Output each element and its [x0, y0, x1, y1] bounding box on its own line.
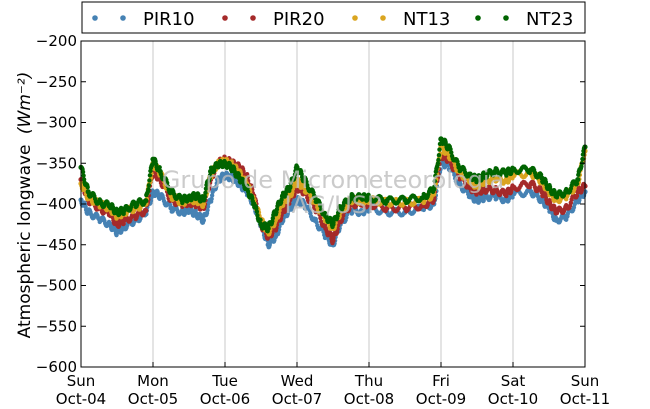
legend-marker [475, 15, 481, 21]
x-axis: SunOct-04MonOct-05TueOct-06WedOct-07ThuO… [56, 362, 610, 408]
series-nt23 [78, 136, 588, 234]
data-point-fill [207, 173, 213, 178]
y-tick-label: −350 [36, 154, 77, 172]
legend-label: PIR10 [143, 9, 195, 30]
data-point-fill [245, 186, 250, 191]
data-point-fill [574, 181, 580, 186]
data-point-fill [274, 207, 280, 212]
y-axis-label-text: Atmospheric longwave [15, 144, 35, 338]
x-tick-label-date: Oct-07 [272, 390, 322, 408]
y-axis-label: Atmospheric longwave (Wm⁻²) [15, 72, 35, 339]
data-point-fill [146, 183, 152, 188]
x-tick-label-day: Sat [501, 372, 526, 390]
data-point-fill [203, 190, 208, 196]
x-tick-label-date: Oct-11 [560, 390, 610, 408]
y-tick-label: −500 [36, 277, 77, 295]
data-point-fill [580, 156, 585, 162]
data-point [85, 189, 91, 195]
y-tick-label: −300 [36, 114, 77, 132]
data-point [200, 217, 206, 223]
data-point-fill [147, 173, 153, 178]
y-tick-label: −250 [36, 73, 77, 91]
data-point-fill [80, 169, 86, 175]
data-point-fill [292, 172, 298, 177]
data-point-fill [202, 194, 208, 199]
legend: PIR10 PIR20 NT13 NT23 [81, 1, 586, 34]
data-point-fill [164, 180, 170, 186]
y-tick-label: −450 [36, 236, 77, 254]
data-point-fill [209, 193, 215, 198]
data-point-fill [165, 184, 171, 189]
data-point [143, 207, 149, 214]
legend-label: PIR20 [273, 9, 325, 30]
data-point [301, 201, 307, 207]
x-tick-label-date: Oct-08 [344, 390, 394, 408]
data-point-fill [150, 162, 155, 167]
x-tick-label-date: Oct-09 [416, 390, 466, 408]
y-axis-label-unit: (Wm⁻²) [15, 72, 35, 134]
data-point-fill [436, 152, 442, 158]
data-point-fill [437, 147, 442, 152]
data-point-fill [209, 196, 214, 202]
x-tick-label-date: Oct-06 [200, 390, 250, 408]
data-point-fill [81, 173, 86, 178]
data-point-fill [318, 215, 323, 221]
x-tick-label-date: Oct-04 [56, 390, 106, 408]
data-point-fill [146, 186, 151, 192]
data-point-fill [288, 184, 293, 189]
data-point-fill [279, 197, 284, 202]
legend-marker [380, 15, 386, 21]
data-point-fill [452, 172, 457, 178]
watermark: Grupo de Micrometeorologia IAG/USP [162, 166, 504, 219]
data-point-fill [214, 184, 219, 189]
series-layer [78, 136, 588, 250]
x-tick-label-day: Sun [67, 372, 96, 390]
watermark-line-1: Grupo de Micrometeorologia [162, 166, 504, 194]
legend-marker [222, 15, 228, 21]
data-point-fill [258, 217, 263, 223]
data-point-fill [574, 193, 580, 199]
data-point-fill [205, 204, 211, 209]
data-point-fill [147, 178, 152, 183]
data-point [575, 176, 581, 183]
data-point-fill [85, 184, 90, 190]
x-tick-label-day: Thu [354, 372, 383, 390]
legend-label: NT23 [526, 9, 573, 30]
data-point-fill [157, 165, 162, 170]
legend-marker [250, 15, 256, 21]
data-point [265, 225, 271, 232]
x-tick-label-day: Fri [432, 372, 450, 390]
legend-marker [120, 15, 126, 21]
y-tick-label: −200 [36, 32, 77, 50]
legend-label: NT13 [403, 9, 450, 30]
data-point-fill [436, 157, 441, 163]
x-tick-label-day: Tue [211, 372, 238, 390]
x-tick-label-date: Oct-10 [488, 390, 538, 408]
y-tick-label: −400 [36, 195, 77, 213]
data-point-fill [203, 186, 209, 191]
legend-marker [352, 15, 358, 21]
data-point-fill [205, 207, 210, 213]
data-point-fill [254, 209, 260, 214]
watermark-line-2: IAG/USP [284, 191, 381, 219]
x-tick-label-day: Mon [137, 372, 169, 390]
y-tick-label: −550 [36, 317, 77, 335]
legend-marker [503, 15, 509, 21]
x-tick-label-date: Oct-05 [128, 390, 178, 408]
data-point-fill [580, 152, 586, 157]
x-tick-label-day: Wed [281, 372, 314, 390]
legend-marker [92, 15, 98, 21]
data-point [143, 198, 149, 204]
data-point-fill [207, 176, 212, 181]
x-tick-label-day: Sun [571, 372, 600, 390]
